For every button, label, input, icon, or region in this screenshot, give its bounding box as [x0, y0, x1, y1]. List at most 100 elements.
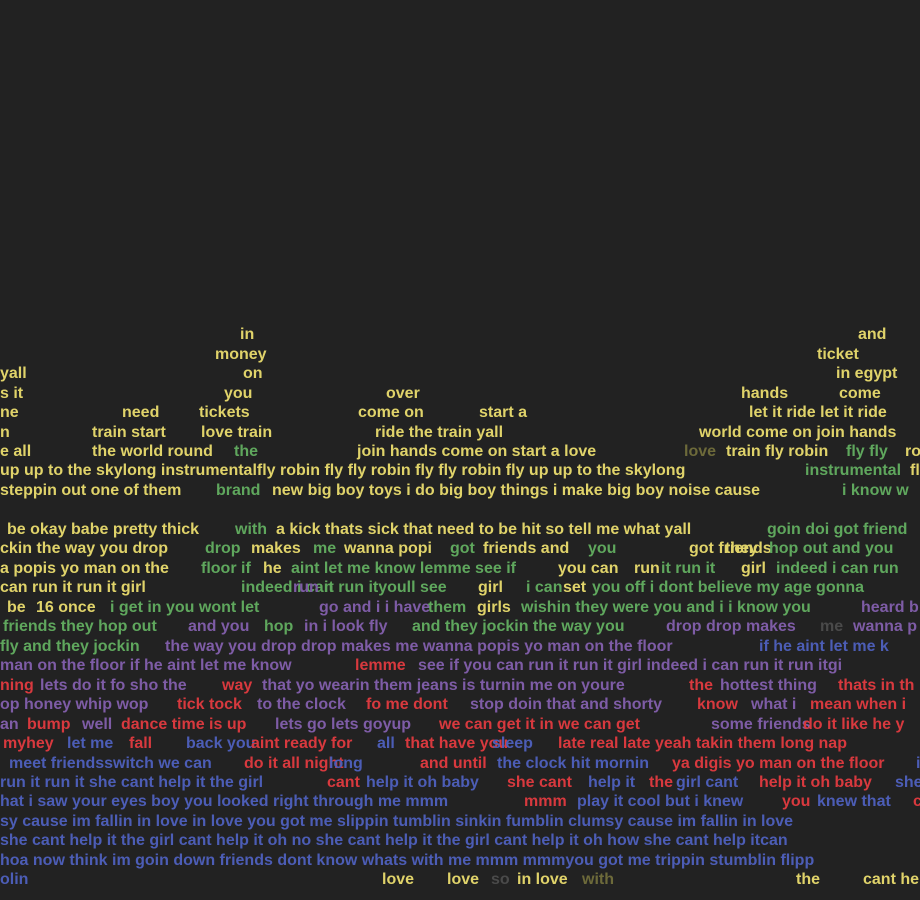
cloud-word: all	[377, 735, 395, 752]
cloud-word: do it like he y	[803, 716, 905, 733]
cloud-word: they	[725, 540, 758, 557]
cloud-word: ckin the way you drop	[0, 540, 169, 557]
cloud-word: brand	[216, 482, 261, 499]
cloud-word: lemme	[355, 657, 406, 674]
cloud-word: ning	[0, 677, 34, 694]
cloud-word: friends they hop out	[3, 618, 157, 635]
cloud-word: and until	[420, 755, 487, 772]
cloud-word: world come on join hands	[699, 424, 897, 441]
cloud-word: long	[329, 755, 363, 772]
cloud-word: ne	[0, 404, 19, 421]
cloud-word: fly	[910, 462, 920, 479]
cloud-word: set	[563, 579, 587, 596]
cloud-word: the world round	[92, 443, 213, 460]
cloud-word: fly and they jockin	[0, 638, 140, 655]
cloud-word: hop	[264, 618, 294, 635]
cloud-word: and they jockin the way you	[412, 618, 625, 635]
cloud-word: to the clock	[257, 696, 346, 713]
cloud-word: if he aint let me k	[759, 638, 889, 655]
cloud-word: makes	[251, 540, 301, 557]
cloud-word: ticket	[817, 346, 859, 363]
cloud-word: the way you drop drop makes me wanna pop…	[165, 638, 673, 655]
cloud-word: i	[916, 755, 920, 772]
cloud-word: late real late yeah takin them long nap	[558, 735, 847, 752]
cloud-word: run	[634, 560, 660, 577]
cloud-word: girl	[741, 560, 766, 577]
cloud-word: on	[243, 365, 263, 382]
cloud-word: hoa now think im goin down friends dont …	[0, 852, 815, 869]
cloud-word: love	[447, 871, 480, 888]
cloud-word: help it	[588, 774, 636, 791]
cloud-word: in egypt	[836, 365, 898, 382]
cloud-word: that have you	[405, 735, 509, 752]
cloud-word: she	[895, 774, 920, 791]
cloud-word: got	[450, 540, 475, 557]
cloud-word: fall	[129, 735, 153, 752]
cloud-word: indeed i can	[241, 579, 334, 596]
cloud-word: in i look fly	[304, 618, 388, 635]
cloud-word: you off i dont believe my age gonna	[592, 579, 865, 596]
cloud-word: man on the floor if he aint let me know	[0, 657, 292, 674]
cloud-word: so	[491, 871, 510, 888]
cloud-word: mmm	[524, 793, 567, 810]
cloud-word: you	[224, 385, 253, 402]
cloud-word: friends and	[483, 540, 570, 557]
cloud-word: i can	[526, 579, 563, 596]
cloud-word: she cant	[507, 774, 572, 791]
cloud-word: dance time is up	[121, 716, 247, 733]
cloud-word: instrumental	[805, 462, 902, 479]
cloud-word: goin doi got friend	[767, 521, 908, 538]
cloud-word: ro	[905, 443, 920, 460]
cloud-word: aint ready for	[251, 735, 353, 752]
cloud-word: can run it run it girl	[0, 579, 146, 596]
cloud-word: and you	[188, 618, 250, 635]
cloud-word: love	[684, 443, 717, 460]
cloud-word: thats in th	[838, 677, 915, 694]
cloud-word: know	[697, 696, 738, 713]
cloud-word: tickets	[199, 404, 250, 421]
cloud-word: olin	[0, 871, 29, 888]
cloud-word: join hands come on start a love	[357, 443, 597, 460]
cloud-word: me	[313, 540, 337, 557]
cloud-word: mean when i	[810, 696, 907, 713]
cloud-word: aint let me know lemme see if	[291, 560, 516, 577]
cloud-word: run it run it she cant help it the girl	[0, 774, 264, 791]
cloud-word: drop	[205, 540, 241, 557]
cloud-word: floor if	[201, 560, 251, 577]
cloud-word: an	[0, 716, 19, 733]
cloud-word: ride the train yall	[375, 424, 504, 441]
cloud-word: hat i saw your eyes boy you looked right…	[0, 793, 449, 810]
cloud-word: train fly robin	[726, 443, 829, 460]
cloud-word: a kick thats sick that need to be hit so…	[276, 521, 692, 538]
cloud-word: got friends	[689, 540, 772, 557]
cloud-word: with	[582, 871, 614, 888]
cloud-word: indeed i can run	[776, 560, 899, 577]
cloud-word: sleep	[492, 735, 533, 752]
cloud-word: you	[782, 793, 811, 810]
cloud-word: start a	[479, 404, 528, 421]
cloud-word: s it	[0, 385, 24, 402]
cloud-word: money	[215, 346, 267, 363]
cloud-word: knew that	[817, 793, 891, 810]
cloud-word: ya digis yo man on the floor	[672, 755, 885, 772]
cloud-word: come on	[358, 404, 424, 421]
cloud-word: with	[235, 521, 267, 538]
cloud-word: over	[386, 385, 420, 402]
cloud-word: be	[7, 599, 26, 616]
cloud-word: wishin they were you and i i know you	[521, 599, 811, 616]
cloud-word: fo me dont	[366, 696, 448, 713]
cloud-word: girl cant	[676, 774, 739, 791]
cloud-word: what i	[751, 696, 797, 713]
cloud-word: wanna popi	[344, 540, 432, 557]
cloud-word: in	[240, 326, 255, 343]
cloud-word: tick tock	[177, 696, 242, 713]
cloud-word: myhey	[3, 735, 54, 752]
cloud-word: that yo wearin them jeans is turnin me o…	[262, 677, 625, 694]
cloud-word: steppin out one of them	[0, 482, 182, 499]
cloud-word: love	[382, 871, 415, 888]
cloud-word: the	[234, 443, 258, 460]
cloud-word: he	[263, 560, 282, 577]
cloud-word: up up to the skylong instrumentalfly rob…	[0, 462, 686, 479]
cloud-word: train start	[92, 424, 166, 441]
